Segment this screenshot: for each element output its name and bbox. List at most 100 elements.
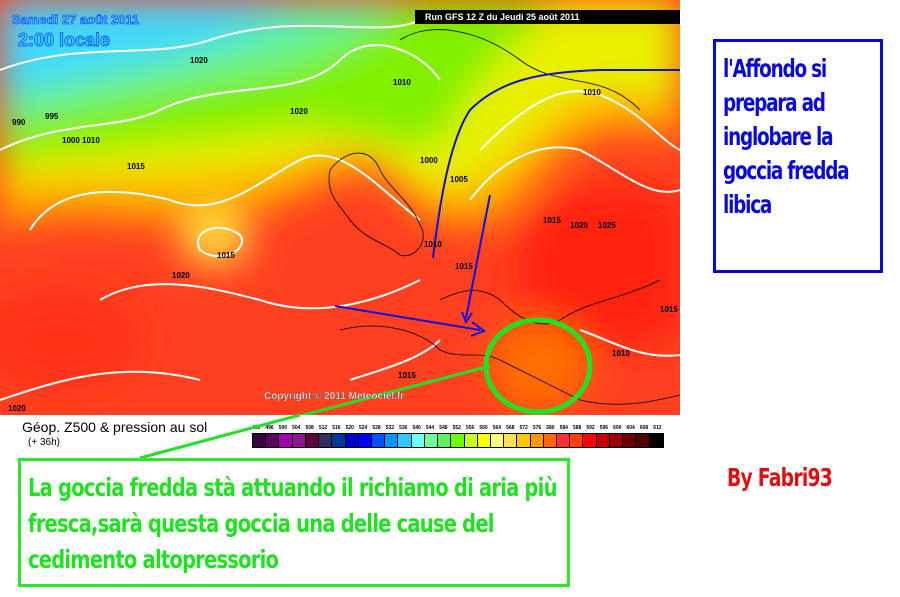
- copyright: Copyright © 2011 Meteociel.fr: [264, 391, 405, 402]
- isobar-label: 1020: [290, 107, 308, 116]
- color-scale-swatch: [464, 434, 478, 447]
- isobar-label: 1000: [420, 156, 438, 165]
- isobar-label: 1020: [570, 221, 588, 230]
- annotation-line: libica: [723, 190, 772, 219]
- trough-arrows: [334, 69, 680, 337]
- color-scale-swatch: [583, 434, 597, 447]
- annotation-line: goccia fredda: [723, 156, 850, 185]
- legend-subtitle: (+ 36h): [28, 437, 60, 448]
- geopotential-field: [0, 0, 680, 415]
- cut-off-low-circle: [297, 317, 593, 415]
- color-scale-label: 608: [639, 425, 649, 431]
- color-scale-labels: 492 496 500 504 508 512 516 520 524 528 532 536 540 5…: [252, 425, 662, 431]
- isobar-label: 1010: [583, 88, 601, 97]
- color-scale-swatch: [279, 434, 293, 447]
- color-scale-swatch: [345, 434, 359, 447]
- isobars: [0, 19, 680, 401]
- color-scale-swatch: [292, 434, 306, 447]
- color-scale-swatch: [596, 434, 610, 447]
- isobar-label: 1010: [612, 349, 630, 358]
- annotation-line: fresca,sarà questa goccia una delle caus…: [28, 509, 494, 538]
- color-scale-swatch: [490, 434, 505, 447]
- color-scale-label: 556: [466, 425, 475, 431]
- isobar-label: 1020: [190, 56, 208, 65]
- color-scale-label: 560: [479, 425, 488, 431]
- color-scale-swatch: [517, 434, 531, 447]
- color-scale-swatch: [438, 434, 452, 447]
- isobar-label: 1020: [172, 271, 190, 280]
- forecast-date: Samedi 27 août 2011: [12, 12, 140, 28]
- annotation-box-green: La goccia fredda stà attuando il richiam…: [18, 458, 570, 587]
- color-scale-label: 516: [332, 425, 341, 431]
- annotation-line: cedimento altopressorio: [28, 545, 279, 574]
- color-scale-swatch: [424, 434, 439, 447]
- color-scale-swatch: [570, 434, 584, 447]
- run-banner: Run GFS 12 Z du Jeudi 25 août 2011: [415, 10, 680, 24]
- isobar-label: 1015: [455, 262, 473, 271]
- color-scale-label: 500: [278, 425, 288, 431]
- color-scale-label: 600: [613, 425, 622, 431]
- isobar-label: 1025: [598, 221, 616, 230]
- isobar-label: 1010: [82, 136, 100, 145]
- color-scale-swatch: [451, 434, 465, 447]
- color-scale-swatch: [649, 434, 663, 447]
- color-scale-label: 568: [506, 425, 515, 431]
- color-scale-swatch: [385, 434, 399, 447]
- isobar-label: 1015: [660, 305, 678, 314]
- color-scale-label: 552: [452, 425, 461, 431]
- color-scale-label: 572: [519, 425, 528, 431]
- color-scale-label: 524: [359, 425, 368, 431]
- color-scale-swatch: [398, 434, 412, 447]
- annotation-line: l'Affondo si: [723, 54, 827, 83]
- isobar-label: 990: [12, 118, 26, 127]
- color-scale-label: 520: [345, 425, 354, 431]
- color-scale-label: 564: [492, 425, 502, 431]
- color-scale-swatch: [371, 434, 386, 447]
- annotation-line: inglobare la: [723, 122, 834, 151]
- color-scale-swatch: [543, 434, 558, 447]
- color-scale-label: 612: [653, 425, 662, 431]
- color-scale-label: 540: [412, 425, 421, 431]
- color-scale-label: 496: [265, 425, 274, 431]
- weather-map: Samedi 27 août 2011 2:00 locale Run GFS …: [0, 0, 680, 415]
- color-scale-label: 504: [292, 425, 301, 431]
- color-scale-label: 596: [599, 425, 609, 431]
- color-scale-label: 548: [439, 425, 448, 431]
- color-scale-swatch: [477, 434, 491, 447]
- color-scale-swatch: [358, 434, 372, 447]
- color-scale-label: 604: [626, 425, 635, 431]
- color-scale-swatch: [332, 434, 346, 447]
- color-scale-swatch: [305, 434, 320, 447]
- isobar-label: 995: [45, 112, 59, 121]
- color-scale-swatch: [319, 434, 333, 447]
- color-scale-swatch: [557, 434, 571, 447]
- forecast-time: 2:00 locale: [18, 30, 111, 51]
- color-scale-label: 536: [399, 425, 408, 431]
- color-scale-swatch: [636, 434, 650, 447]
- isobar-label: 1010: [424, 240, 442, 249]
- color-scale-swatch: [504, 434, 518, 447]
- legend-title: Géop. Z500 & pression au sol: [22, 419, 208, 435]
- isobar-label: 1015: [217, 251, 235, 260]
- color-scale: [252, 433, 664, 448]
- color-scale-swatch: [253, 434, 267, 447]
- annotation-line: prepara ad: [723, 88, 826, 117]
- isobar-label: 1000: [62, 136, 80, 145]
- color-scale-swatch: [411, 434, 425, 447]
- color-scale-swatch: [623, 434, 637, 447]
- color-scale-label: 588: [573, 425, 582, 431]
- isobar-label: 1015: [543, 216, 561, 225]
- isobar-label: 1010: [393, 78, 411, 87]
- isobar-label: 1005: [450, 175, 468, 184]
- color-scale-label: 576: [532, 425, 542, 431]
- color-scale-swatch: [266, 434, 280, 447]
- color-scale-swatch: [609, 434, 624, 447]
- color-scale-label: 584: [559, 425, 568, 431]
- color-scale-label: 592: [586, 425, 595, 431]
- color-scale-swatch: [530, 434, 544, 447]
- color-scale-label: 512: [318, 425, 328, 431]
- color-scale-label: 544: [425, 425, 435, 431]
- color-scale-label: 580: [546, 425, 555, 431]
- author-signature: By Fabri93: [727, 463, 833, 492]
- color-scale-label: 508: [305, 425, 314, 431]
